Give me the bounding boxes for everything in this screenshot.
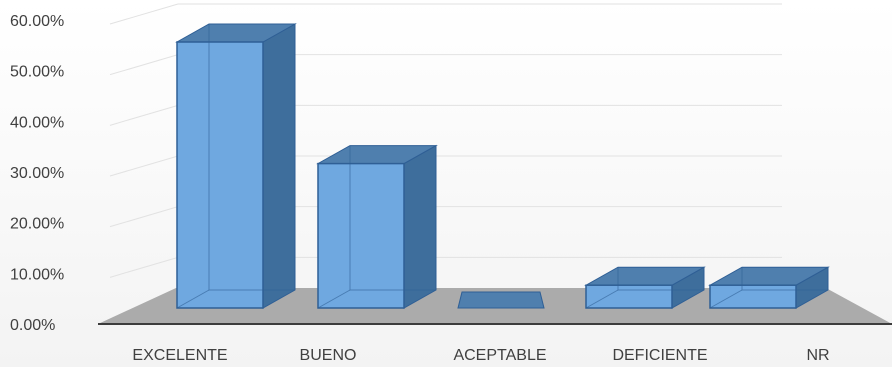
gridline-diagonal bbox=[109, 3, 179, 25]
gridline-diagonal bbox=[109, 155, 179, 177]
bar-front bbox=[709, 284, 797, 309]
bar-base-edge bbox=[709, 289, 743, 309]
x-category-label: EXCELENTE bbox=[132, 347, 227, 364]
gridline-diagonal bbox=[109, 54, 179, 76]
y-tick-label: 40.00% bbox=[10, 114, 64, 131]
x-category-label: DEFICIENTE bbox=[612, 347, 707, 364]
y-tick-label: 20.00% bbox=[10, 216, 64, 233]
bar-side bbox=[403, 144, 437, 309]
bar-front bbox=[585, 284, 673, 309]
bar-base-edge bbox=[317, 289, 351, 309]
gridline-diagonal bbox=[109, 104, 179, 126]
y-tick-label: 30.00% bbox=[10, 165, 64, 182]
y-tick-label: 0.00% bbox=[10, 317, 55, 334]
bar bbox=[316, 144, 438, 309]
x-category-label: NR bbox=[806, 347, 829, 364]
gridline-diagonal bbox=[109, 206, 179, 228]
bar bbox=[457, 291, 545, 309]
bar bbox=[708, 266, 830, 309]
bar-base-edge bbox=[176, 289, 210, 309]
y-tick-label: 10.00% bbox=[10, 266, 64, 283]
bar-front bbox=[176, 41, 264, 309]
bar-side bbox=[262, 23, 296, 309]
gridline-diagonal bbox=[109, 256, 179, 278]
x-category-label: BUENO bbox=[300, 347, 357, 364]
bars bbox=[175, 23, 830, 309]
bar bbox=[584, 266, 706, 309]
y-axis-ticks: 0.00% 10.00% 20.00% 30.00% 40.00% 50.00% 60.00… bbox=[10, 13, 64, 334]
x-category-label: ACEPTABLE bbox=[453, 347, 546, 364]
bar-front bbox=[317, 162, 405, 309]
bar-base-edge bbox=[585, 289, 619, 309]
bar bbox=[175, 23, 297, 309]
y-tick-label: 60.00% bbox=[10, 13, 64, 30]
bar-top bbox=[457, 291, 545, 309]
x-axis-categories: EXCELENTE BUENO ACEPTABLE DEFICIENTE NR bbox=[132, 347, 829, 364]
y-tick-label: 50.00% bbox=[10, 64, 64, 81]
